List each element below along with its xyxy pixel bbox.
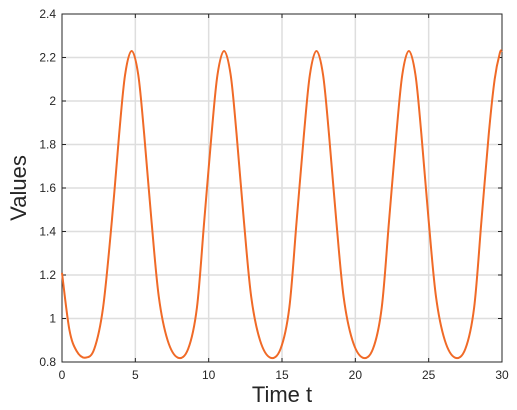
y-tick-label: 1.6 bbox=[39, 181, 56, 195]
x-tick-label: 15 bbox=[275, 368, 289, 382]
x-tick-label: 10 bbox=[202, 368, 216, 382]
y-tick-label: 1.2 bbox=[39, 268, 56, 282]
x-axis-title: Time t bbox=[252, 382, 312, 407]
axis-ticks bbox=[61, 13, 503, 363]
y-tick-label: 1.4 bbox=[39, 225, 56, 239]
grid-lines bbox=[62, 14, 502, 362]
x-tick-label: 5 bbox=[132, 368, 139, 382]
y-tick-label: 0.8 bbox=[39, 355, 56, 369]
x-tick-label: 25 bbox=[422, 368, 436, 382]
x-tick-label: 0 bbox=[59, 368, 66, 382]
y-tick-label: 1 bbox=[49, 312, 56, 326]
y-tick-label: 2 bbox=[49, 94, 56, 108]
y-tick-label: 2.2 bbox=[39, 51, 56, 65]
x-tick-labels: 0 5 10 15 20 25 30 bbox=[59, 368, 509, 382]
x-tick-label: 30 bbox=[495, 368, 509, 382]
y-tick-label: 1.8 bbox=[39, 138, 56, 152]
x-tick-label: 20 bbox=[349, 368, 363, 382]
y-tick-labels: 0.8 1 1.2 1.4 1.6 1.8 2 2.2 2.4 bbox=[39, 7, 56, 369]
series-layer bbox=[61, 49, 503, 360]
series-line bbox=[61, 49, 503, 360]
y-tick-label: 2.4 bbox=[39, 7, 56, 21]
y-axis-title: Values bbox=[6, 155, 31, 221]
